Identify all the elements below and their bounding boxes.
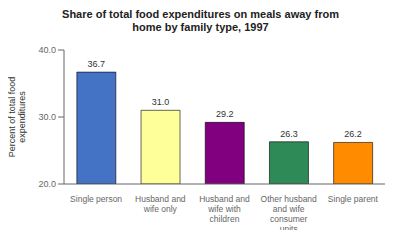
svg-text:31.0: 31.0 [152, 97, 170, 107]
svg-text:26.2: 26.2 [344, 129, 362, 139]
svg-text:Husband andwife only: Husband andwife only [135, 194, 186, 214]
svg-text:26.3: 26.3 [280, 129, 298, 139]
svg-text:30.0: 30.0 [38, 112, 56, 122]
svg-text:Single parent: Single parent [328, 194, 379, 204]
svg-text:20.0: 20.0 [38, 179, 56, 189]
svg-text:Percent of total foodexpenditu: Percent of total foodexpenditures [8, 77, 27, 158]
html-text:Share of total food expenditur: Share of total food expenditures on meal… [62, 8, 339, 20]
svg-text:Single person: Single person [70, 194, 122, 204]
svg-text:36.7: 36.7 [88, 59, 106, 69]
svg-text:Husband andwife withchildren: Husband andwife withchildren [199, 194, 250, 224]
svg-text:40.0: 40.0 [38, 45, 56, 55]
svg-text:29.2: 29.2 [216, 109, 234, 119]
svg-text:Other husbandand wifeconsumeru: Other husbandand wifeconsumerunits [261, 194, 318, 230]
html-text:home by family type, 1997: home by family type, 1997 [132, 21, 269, 33]
